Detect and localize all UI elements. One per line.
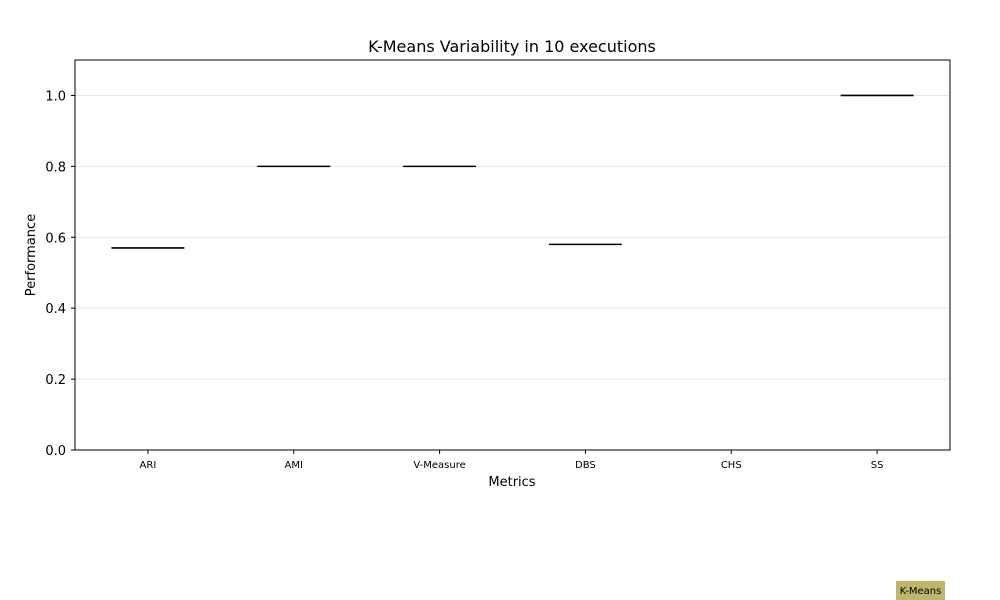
y-axis-label: Performance — [24, 214, 39, 296]
y-tick-label: 1.0 — [45, 89, 66, 104]
legend-label: K-Means — [900, 586, 942, 597]
legend-swatch — [896, 581, 945, 600]
x-tick-label: ARI — [140, 460, 157, 471]
plot-area-frame — [74, 59, 951, 451]
y-tick-label: 0.8 — [45, 160, 66, 175]
x-tick-label: AMI — [285, 460, 303, 471]
y-tick-label: 0.0 — [45, 444, 66, 459]
y-tick-label: 0.6 — [45, 231, 66, 246]
x-tick-label: DBS — [575, 460, 596, 471]
y-tick-label: 0.2 — [45, 373, 66, 388]
x-axis-label: Metrics — [488, 475, 535, 490]
grid — [75, 94, 950, 380]
x-tick-label: V-Measure — [413, 460, 465, 471]
x-tick-label: SS — [871, 460, 884, 471]
x-tick-label: CHS — [721, 460, 742, 471]
legend: K-Means — [896, 581, 945, 600]
y-axis: 0.0 0.2 0.4 0.6 0.8 1.0 — [45, 89, 75, 459]
y-tick-label: 0.4 — [45, 302, 66, 317]
x-axis: ARI AMI V-Measure DBS CHS SS — [140, 450, 884, 471]
series — [111, 94, 914, 249]
chart-title: K-Means Variability in 10 executions — [368, 37, 656, 56]
